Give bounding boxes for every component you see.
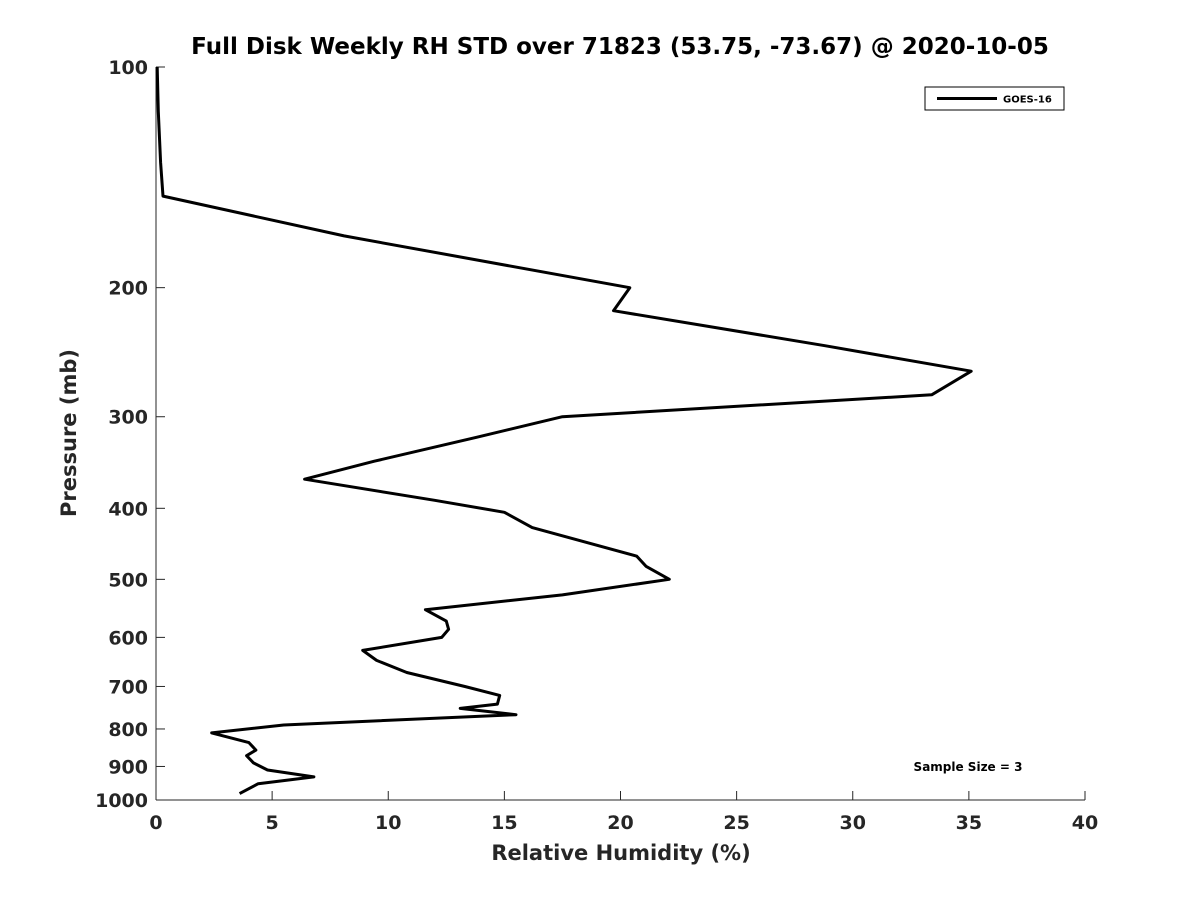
y-tick-label: 700 <box>108 676 148 698</box>
x-axis-label: Relative Humidity (%) <box>491 841 750 865</box>
y-tick-label: 400 <box>108 498 148 520</box>
x-tick-label: 15 <box>491 812 517 834</box>
x-tick-label: 35 <box>956 812 982 834</box>
legend-label: GOES-16 <box>1003 95 1052 106</box>
x-tick-label: 0 <box>149 812 162 834</box>
x-tick-label: 10 <box>375 812 401 834</box>
legend: GOES-16 <box>924 86 1065 111</box>
series-layer <box>155 66 973 795</box>
chart-title: Full Disk Weekly RH STD over 71823 (53.7… <box>191 34 1049 60</box>
y-tick-label: 500 <box>108 569 148 591</box>
series-line-goes-16 <box>155 66 973 795</box>
y-tick-label: 300 <box>108 407 148 429</box>
x-tick-label: 40 <box>1072 812 1098 834</box>
y-tick-label: 200 <box>108 278 148 300</box>
y-tick-label: 600 <box>108 627 148 649</box>
x-tick-label: 25 <box>723 812 749 834</box>
y-tick-label: 1000 <box>95 790 148 812</box>
sample-size-annotation: Sample Size = 3 <box>914 760 1023 774</box>
y-tick-label: 100 <box>108 57 148 79</box>
y-axis-label: Pressure (mb) <box>57 349 81 517</box>
axes: 0 5 10 15 20 25 30 35 40 100 200 300 400 500 600 700 800… <box>95 57 1098 834</box>
y-tick-label: 900 <box>108 756 148 778</box>
x-tick-label: 20 <box>607 812 633 834</box>
x-tick-label: 5 <box>266 812 279 834</box>
y-tick-label: 800 <box>108 719 148 741</box>
x-tick-label: 30 <box>840 812 866 834</box>
